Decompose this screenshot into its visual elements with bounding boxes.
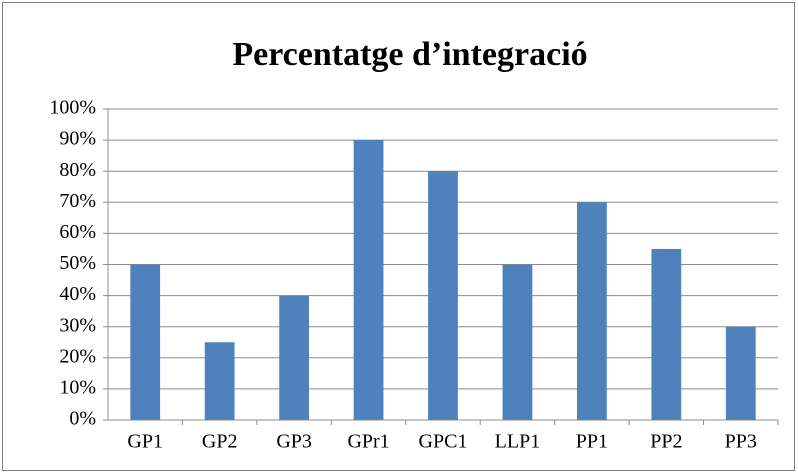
x-tick-label: GP3 xyxy=(276,431,312,453)
y-tick-label: 100% xyxy=(49,97,96,119)
x-tick-label: GP1 xyxy=(127,431,163,453)
x-tick-label: PP1 xyxy=(576,431,608,453)
bar xyxy=(204,342,235,420)
x-tick-label: PP2 xyxy=(650,431,682,453)
y-tick-label: 0% xyxy=(69,408,96,430)
y-tick-label: 10% xyxy=(59,376,96,398)
bar xyxy=(130,264,161,420)
x-tick-label: GP2 xyxy=(202,431,238,453)
y-tick-label: 20% xyxy=(59,345,96,367)
bar xyxy=(651,248,682,420)
y-tick-label: 80% xyxy=(59,159,96,181)
x-tick-label: LLP1 xyxy=(495,431,541,453)
bar xyxy=(502,264,533,420)
chart-title: Percentatge d’integració xyxy=(232,36,587,73)
bar xyxy=(353,140,384,420)
bar xyxy=(279,295,309,420)
y-tick-label: 90% xyxy=(59,128,96,150)
y-tick-label: 50% xyxy=(59,252,96,274)
x-tick-label: GPr1 xyxy=(347,431,389,453)
bar xyxy=(577,202,607,420)
x-tick-label: PP3 xyxy=(725,431,757,453)
y-tick-label: 30% xyxy=(59,314,96,336)
bar xyxy=(428,171,458,420)
bar xyxy=(725,326,756,420)
x-tick-label: GPC1 xyxy=(419,431,468,453)
y-tick-label: 60% xyxy=(59,221,96,243)
y-tick-label: 40% xyxy=(59,283,96,305)
y-tick-label: 70% xyxy=(59,190,96,212)
